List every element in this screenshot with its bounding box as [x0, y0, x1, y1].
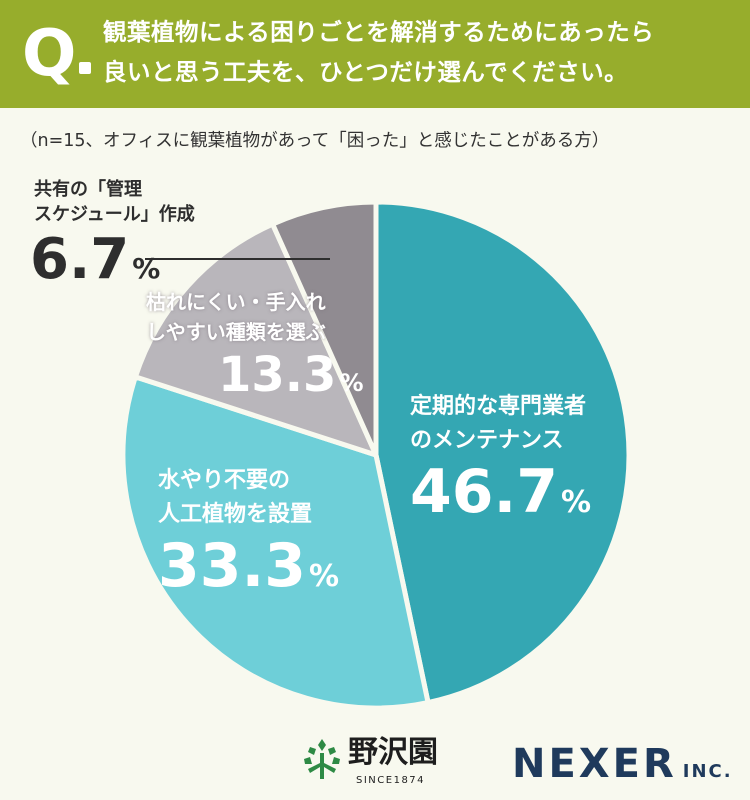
leaf-logo-icon	[304, 739, 340, 779]
leader-line	[145, 258, 330, 260]
slice-label-schedule-line1: 共有の「管理	[34, 179, 142, 200]
question-header: Q 観葉植物による困りごとを解消するためにあったら 良いと思う工夫を、ひとつだけ…	[0, 0, 750, 108]
percent-unit: %	[309, 559, 340, 594]
nozawaen-name: 野沢園	[348, 735, 438, 770]
slice-label-artificial-line1: 水やり不要の	[158, 468, 291, 493]
slice-value-easy-care-number: 13.3	[218, 347, 337, 403]
nozawaen-logo: 野沢園 SINCE1874	[300, 735, 438, 786]
slice-label-schedule: 共有の「管理 スケジュール」作成	[34, 177, 195, 227]
slice-label-easy-care: 枯れにくい・手入れ しやすい種類を選ぶ 13.3%	[146, 287, 363, 411]
question-text: 観葉植物による困りごとを解消するためにあったら 良いと思う工夫を、ひとつだけ選ん…	[103, 12, 743, 92]
slice-schedule	[270, 199, 379, 458]
slice-label-maintenance: 定期的な専門業者 のメンテナンス 46.7%	[410, 390, 591, 537]
slice-label-schedule-line2: スケジュール」作成	[34, 204, 195, 225]
question-line-2: 良いと思う工夫を、ひとつだけ選んでください。	[103, 58, 629, 86]
slice-label-easy-care-line2: しやすい種類を選ぶ	[146, 320, 326, 344]
percent-unit: %	[132, 252, 161, 285]
percent-unit: %	[339, 369, 364, 397]
percent-unit: %	[561, 485, 592, 520]
q-mark: Q	[22, 17, 77, 91]
slice-label-artificial: 水やり不要の 人工植物を設置 33.3%	[158, 464, 339, 611]
slice-value-maintenance: 46.7%	[410, 458, 591, 537]
slice-value-artificial: 33.3%	[158, 532, 339, 611]
slice-value-easy-care: 13.3%	[218, 347, 363, 411]
slice-value-artificial-number: 33.3	[158, 531, 307, 601]
slice-value-schedule-number: 6.7	[30, 227, 130, 292]
q-dot-icon	[79, 62, 91, 74]
slice-label-maintenance-line1: 定期的な専門業者	[410, 394, 587, 419]
slice-label-easy-care-line1: 枯れにくい・手入れ	[146, 290, 326, 314]
slice-maintenance	[373, 199, 632, 706]
question-line-1: 観葉植物による困りごとを解消するためにあったら	[103, 18, 655, 46]
slice-value-maintenance-number: 46.7	[410, 457, 559, 527]
nexer-name: NEXER	[512, 741, 677, 787]
nexer-suffix: INC.	[682, 761, 733, 782]
slice-easy-care	[132, 221, 379, 458]
nozawaen-since: SINCE1874	[356, 775, 426, 786]
nexer-logo: NEXER INC.	[512, 740, 733, 796]
slice-label-maintenance-line2: のメンテナンス	[410, 428, 564, 453]
sample-note: （n=15、オフィスに観葉植物があって「困った」と感じたことがある方）	[20, 131, 610, 151]
slice-value-schedule: 6.7%	[30, 228, 160, 301]
slice-artificial	[120, 374, 431, 711]
slice-label-artificial-line2: 人工植物を設置	[158, 502, 313, 527]
